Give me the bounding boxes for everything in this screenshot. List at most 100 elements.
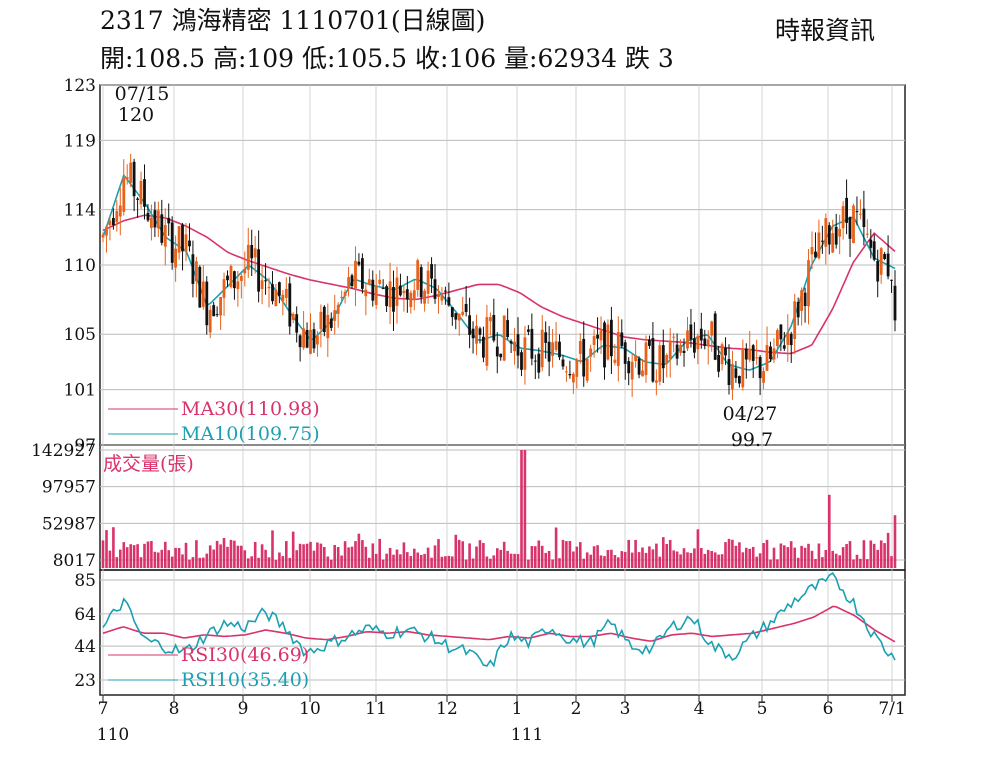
- candle-body: [800, 290, 803, 311]
- candle-body: [364, 289, 368, 297]
- volume-bars: [101, 450, 897, 568]
- candle-body: [319, 311, 323, 330]
- volume-bar: [516, 554, 520, 568]
- volume-bar: [326, 556, 330, 568]
- candle-body: [769, 346, 772, 360]
- price-tick-label: 97: [74, 436, 96, 456]
- volume-bar: [347, 547, 350, 568]
- volume-bar: [167, 550, 170, 568]
- volume-tick-label: 97957: [42, 478, 96, 498]
- candle-body: [765, 345, 769, 371]
- volume-bar: [793, 547, 796, 568]
- volume-bar: [340, 555, 343, 568]
- volume-bar: [260, 544, 264, 568]
- candle-body: [309, 329, 312, 354]
- volume-bar: [679, 554, 682, 568]
- candle-body: [616, 332, 620, 366]
- volume-bar: [734, 545, 738, 568]
- candle-body: [378, 279, 382, 284]
- volume-bar: [461, 541, 464, 568]
- month-label: 2: [571, 699, 582, 719]
- volume-bar: [115, 557, 119, 568]
- candle-body: [644, 342, 648, 376]
- candle-body: [336, 304, 340, 314]
- volume-tick-label: 52987: [42, 514, 96, 534]
- candle-body: [734, 368, 738, 378]
- candle-body: [444, 290, 447, 292]
- candle-body: [648, 339, 651, 346]
- volume-bar: [499, 549, 502, 568]
- candle-body: [461, 311, 465, 315]
- candle-body: [703, 338, 707, 346]
- price-tick-label: 123: [64, 76, 96, 96]
- volume-bar: [890, 556, 893, 568]
- x-axis-labels: 7 8 9 10 11 12 1 2 3 4 5 6 7/1110 111: [97, 695, 906, 745]
- volume-bar: [554, 527, 558, 568]
- volume-bar: [170, 556, 174, 568]
- candle-body: [437, 294, 440, 297]
- volume-bar: [392, 554, 395, 568]
- candle-body: [392, 287, 395, 312]
- volume-bar: [859, 558, 862, 568]
- candle-body: [198, 266, 202, 308]
- candle-body: [447, 297, 451, 306]
- candle-body: [582, 338, 586, 377]
- candle-body: [253, 248, 257, 258]
- rsi-tick-label: 64: [74, 605, 96, 625]
- candle-body: [568, 374, 572, 376]
- candle-body: [665, 355, 669, 364]
- volume-bar: [869, 540, 873, 568]
- volume-bar: [336, 547, 340, 568]
- volume-bar: [295, 550, 298, 568]
- candle-body: [354, 260, 357, 289]
- volume-bar: [623, 551, 627, 568]
- volume-bar: [419, 555, 423, 568]
- volume-bar: [523, 450, 527, 568]
- candle-body: [841, 206, 845, 229]
- volume-bar: [361, 540, 364, 568]
- candle-body: [260, 280, 264, 289]
- candle-body: [838, 228, 842, 237]
- candle-body: [271, 284, 274, 302]
- candle-body: [748, 348, 752, 360]
- grid-lines: [100, 84, 905, 695]
- volume-bar: [551, 559, 554, 568]
- candle-body: [744, 348, 748, 360]
- candle-body: [115, 211, 119, 223]
- volume-bar: [350, 546, 354, 568]
- volume-bar: [160, 549, 164, 568]
- candle-body: [316, 335, 319, 345]
- volume-bar: [333, 545, 336, 568]
- volume-bar: [212, 549, 215, 568]
- volume-bar: [478, 540, 482, 568]
- volume-bar: [783, 545, 786, 568]
- volume-bar: [696, 529, 700, 568]
- candle-body: [177, 226, 181, 253]
- volume-bar: [796, 557, 800, 568]
- volume-bar: [872, 543, 876, 568]
- candle-body: [243, 269, 247, 274]
- candle-body: [689, 324, 693, 340]
- candle-body: [623, 342, 627, 364]
- candle-body: [450, 307, 454, 318]
- month-label: 5: [757, 699, 768, 719]
- volume-bar: [219, 544, 222, 568]
- candle-body: [547, 341, 551, 362]
- volume-bar: [374, 553, 378, 568]
- volume-bar: [596, 545, 599, 568]
- volume-bar: [430, 557, 433, 568]
- rsi-lines: [102, 572, 896, 668]
- volume-bar: [150, 541, 153, 568]
- candle-body: [222, 279, 226, 298]
- candle-body: [796, 302, 800, 318]
- candle-body: [527, 329, 530, 332]
- candle-body: [129, 162, 133, 183]
- volume-bar: [240, 545, 243, 568]
- candle-body: [288, 283, 292, 327]
- volume-bar: [343, 541, 347, 568]
- volume-bar: [229, 539, 233, 568]
- candle-body: [457, 313, 461, 321]
- volume-bar: [323, 547, 326, 568]
- volume-bar: [371, 543, 375, 568]
- candle-body: [807, 260, 810, 307]
